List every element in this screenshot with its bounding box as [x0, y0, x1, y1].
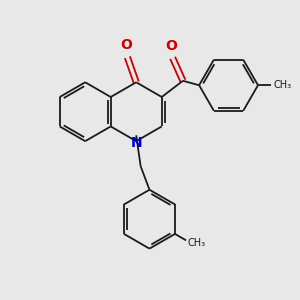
Text: CH₃: CH₃: [274, 80, 292, 90]
Text: CH₃: CH₃: [188, 238, 206, 248]
Text: O: O: [120, 38, 132, 52]
Text: O: O: [165, 38, 177, 52]
Text: N: N: [131, 136, 142, 150]
